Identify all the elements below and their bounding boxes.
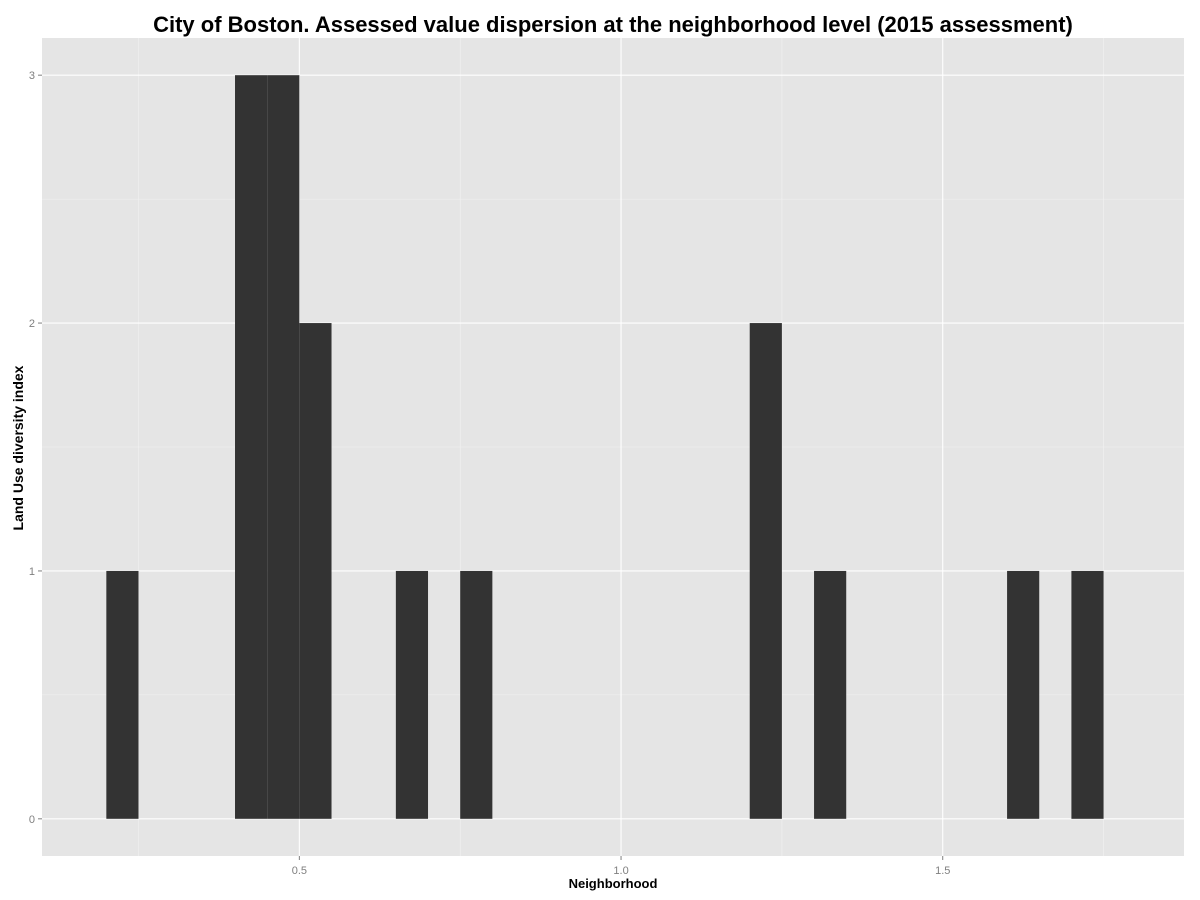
x-axis-title: Neighborhood	[568, 876, 658, 891]
chart-title: City of Boston. Assessed value dispersio…	[153, 12, 1073, 37]
y-tick-label: 1	[29, 566, 35, 578]
histogram-bar	[235, 75, 268, 819]
histogram-bar	[267, 75, 300, 819]
bars-layer	[106, 75, 1104, 819]
y-tick-label: 2	[29, 318, 35, 330]
histogram-bar	[460, 570, 493, 819]
axis-layer: 0.5 1.0 1.5 0 1 2 3	[29, 70, 951, 877]
histogram-bar	[1007, 570, 1040, 819]
x-tick-label: 0.5	[292, 865, 307, 877]
y-axis-title: Land Use diversity index	[10, 365, 26, 531]
histogram-bar	[749, 323, 782, 819]
histogram-bar	[395, 570, 429, 819]
y-tick-label: 0	[29, 814, 35, 826]
histogram-bar	[814, 570, 847, 819]
x-tick-label: 1.0	[613, 865, 628, 877]
histogram-bar	[106, 570, 139, 819]
x-tick-label: 1.5	[935, 865, 950, 877]
y-tick-label: 3	[29, 70, 35, 82]
histogram-bar	[1071, 570, 1104, 819]
histogram-bar	[299, 323, 332, 819]
